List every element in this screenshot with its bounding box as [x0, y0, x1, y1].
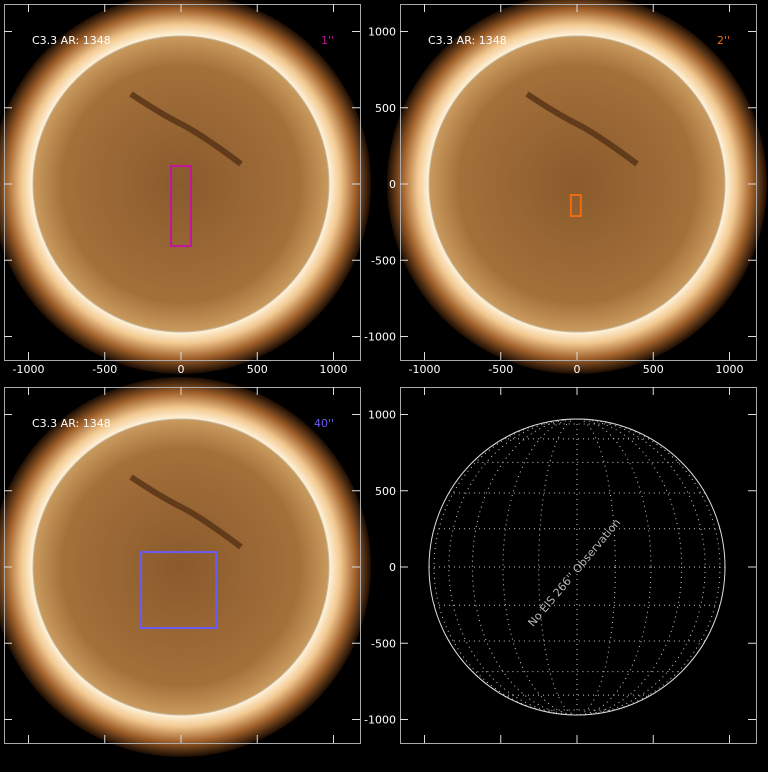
y-tick-label: -1000 [364, 331, 396, 344]
fov-label: 1'' [321, 34, 334, 47]
longitude-line [448, 418, 706, 716]
panel: C3.3 AR: 1348 1'' -1000 -500 0 500 1000 [0, 0, 371, 376]
x-tick-label: -1000 [13, 363, 45, 376]
y-tick-label: 0 [389, 178, 396, 191]
x-tick-label: 1000 [716, 363, 744, 376]
x-tick-label: 1000 [320, 363, 348, 376]
y-tick-label: 500 [375, 102, 396, 115]
longitude-line [502, 418, 652, 716]
y-tick-label: 1000 [368, 409, 396, 422]
fov-box [140, 551, 218, 629]
panel-frame [4, 4, 361, 361]
y-tick-label: 500 [375, 485, 396, 498]
filament [129, 91, 243, 167]
solar-disk [428, 35, 726, 333]
fov-box [569, 193, 582, 218]
panel-frame [400, 387, 757, 744]
filament [129, 474, 243, 550]
fov-label: 40'' [314, 417, 334, 430]
panel: C3.3 AR: 1348 40'' [0, 377, 371, 757]
y-tick-label: 0 [389, 561, 396, 574]
solar-disk [32, 35, 330, 333]
x-tick-label: -500 [488, 363, 513, 376]
panel-label: C3.3 AR: 1348 [32, 417, 111, 430]
filament [525, 91, 639, 167]
x-tick-label: 0 [574, 363, 581, 376]
panel-label: C3.3 AR: 1348 [32, 34, 111, 47]
x-tick-label: -500 [92, 363, 117, 376]
x-tick-label: 0 [178, 363, 185, 376]
y-tick-label: 1000 [368, 26, 396, 39]
panel-label: C3.3 AR: 1348 [428, 34, 507, 47]
x-tick-label: 500 [247, 363, 268, 376]
solar-disk [32, 418, 330, 716]
y-tick-label: -500 [371, 254, 396, 267]
x-tick-label: -1000 [409, 363, 441, 376]
fov-box [170, 165, 192, 248]
panel: C3.3 AR: 1348 2'' -1000 -500 0 500 1000 1000 500… [364, 0, 767, 376]
longitude-line [471, 418, 683, 716]
panel-frame [4, 387, 361, 744]
x-tick-label: 500 [643, 363, 664, 376]
y-tick-label: -500 [371, 637, 396, 650]
panel-frame [400, 4, 757, 361]
y-tick-label: -1000 [364, 714, 396, 727]
fov-label: 2'' [717, 34, 730, 47]
